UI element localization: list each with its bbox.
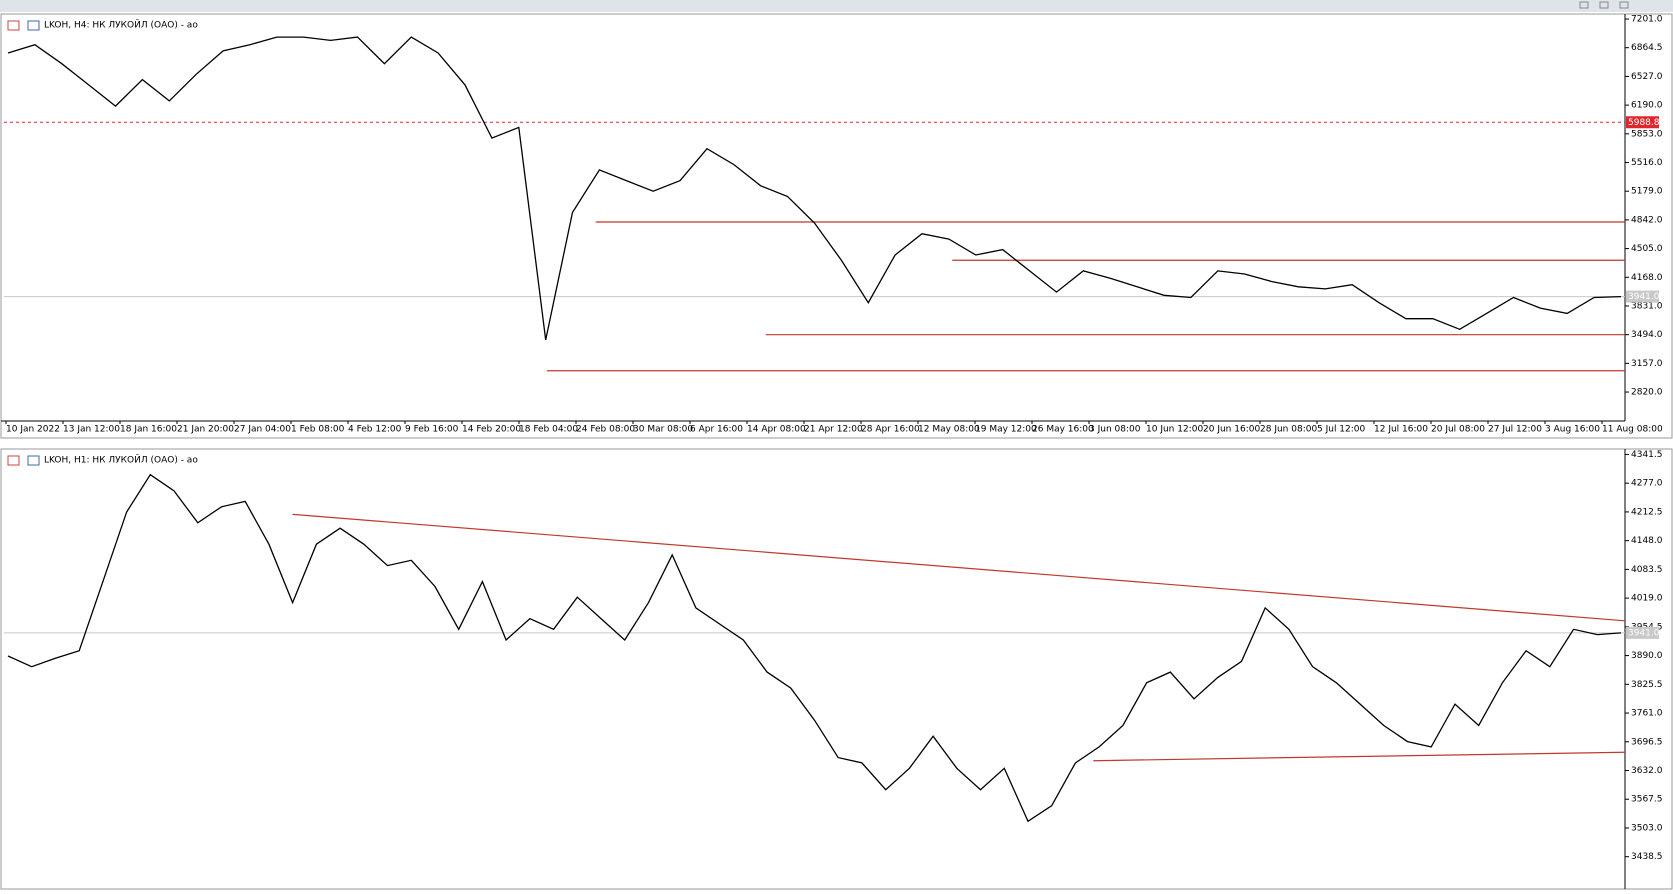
x-tick-label: 19 May 12:00 — [975, 425, 1037, 435]
x-tick-label: 9 Feb 16:00 — [405, 425, 459, 435]
y-tick-label: 4277.0 — [1631, 479, 1663, 489]
y-tick-label: 5853.0 — [1631, 129, 1663, 139]
pane-icon[interactable] — [7, 455, 20, 466]
y-tick-label: 3567.5 — [1631, 795, 1663, 805]
y-tick-label: 5179.0 — [1631, 187, 1663, 197]
y-tick-label: 4083.5 — [1631, 565, 1663, 575]
x-tick-label: 14 Apr 08:00 — [747, 425, 806, 435]
last-price-box — [1626, 626, 1659, 639]
pane-icon[interactable] — [7, 20, 20, 31]
x-tick-label: 27 Jul 12:00 — [1488, 425, 1542, 435]
x-tick-label: 3 Jun 08:00 — [1089, 425, 1141, 435]
last-price-label: 3941.0 — [1628, 292, 1660, 302]
window-button[interactable] — [1599, 1, 1609, 9]
x-tick-label: 5 Jul 12:00 — [1317, 425, 1366, 435]
y-tick-label: 3157.0 — [1631, 359, 1663, 369]
y-tick-label: 3503.0 — [1631, 823, 1663, 833]
x-tick-label: 6 Apr 16:00 — [690, 425, 743, 435]
y-tick-label: 4842.0 — [1631, 215, 1663, 225]
y-tick-label: 4341.5 — [1631, 450, 1663, 460]
y-tick-label: 4212.5 — [1631, 507, 1663, 517]
x-tick-label: 3 Aug 16:00 — [1545, 425, 1600, 435]
trend-line — [292, 513, 1626, 622]
y-tick-label: 3761.0 — [1631, 709, 1663, 719]
x-tick-label: 13 Jan 12:00 — [63, 425, 120, 435]
trend-line — [1093, 751, 1626, 762]
pane-icon[interactable] — [27, 455, 40, 466]
window-button[interactable] — [1619, 1, 1629, 9]
y-tick-label: 5516.0 — [1631, 158, 1663, 168]
y-tick-label: 4505.0 — [1631, 244, 1663, 254]
x-tick-label: 18 Feb 04:00 — [519, 425, 578, 435]
y-tick-label: 3825.5 — [1631, 680, 1663, 690]
x-tick-label: 20 Jun 16:00 — [1203, 425, 1260, 435]
window-bar — [0, 0, 1673, 12]
pane-frame — [0, 13, 1673, 439]
y-tick-label: 4148.0 — [1631, 536, 1663, 546]
x-tick-label: 20 Jul 08:00 — [1431, 425, 1485, 435]
pane-title: LKOH, H1: НК ЛУКОЙЛ (ОАО) - ao — [44, 454, 198, 466]
last-price-label: 3941.0 — [1628, 628, 1660, 638]
alert-label: 5988.8 — [1628, 118, 1660, 128]
pane-icon[interactable] — [27, 20, 40, 31]
x-tick-label: 28 Jun 08:00 — [1260, 425, 1317, 435]
x-tick-label: 21 Jan 20:00 — [177, 425, 234, 435]
price-line — [7, 473, 1622, 823]
x-tick-label: 10 Jan 2022 — [6, 425, 60, 435]
window-button[interactable] — [1579, 1, 1589, 9]
x-tick-label: 4 Feb 12:00 — [348, 425, 402, 435]
x-tick-label: 10 Jun 12:00 — [1146, 425, 1203, 435]
x-tick-label: 1 Feb 08:00 — [291, 425, 345, 435]
x-tick-label: 18 Jan 16:00 — [120, 425, 177, 435]
alert-label-box — [1626, 116, 1659, 129]
y-tick-label: 7201.0 — [1631, 15, 1663, 25]
y-tick-label: 3438.5 — [1631, 852, 1663, 862]
x-tick-label: 26 May 16:00 — [1032, 425, 1094, 435]
x-tick-label: 12 Jul 16:00 — [1374, 425, 1428, 435]
y-tick-label: 6864.5 — [1631, 43, 1663, 53]
y-tick-label: 2820.0 — [1631, 388, 1663, 398]
y-tick-label: 4019.0 — [1631, 594, 1663, 604]
x-tick-label: 11 Aug 08:00 — [1602, 425, 1663, 435]
y-tick-label: 3831.0 — [1631, 301, 1663, 311]
x-tick-label: 12 May 08:00 — [918, 425, 980, 435]
y-tick-label: 3696.5 — [1631, 737, 1663, 747]
y-tick-label: 3494.0 — [1631, 330, 1663, 340]
x-tick-label: 27 Jan 04:00 — [234, 425, 291, 435]
x-tick-label: 21 Apr 12:00 — [804, 425, 863, 435]
y-tick-label: 6190.0 — [1631, 101, 1663, 111]
x-tick-label: 30 Mar 08:00 — [633, 425, 693, 435]
x-tick-label: 28 Apr 16:00 — [861, 425, 920, 435]
x-tick-label: 14 Feb 20:00 — [462, 425, 521, 435]
y-tick-label: 3890.0 — [1631, 651, 1663, 661]
pane-frame — [0, 448, 1673, 890]
price-line — [7, 36, 1622, 341]
y-tick-label: 3632.0 — [1631, 766, 1663, 776]
y-tick-label: 4168.0 — [1631, 273, 1663, 283]
pane-title: LKOH, H4: НК ЛУКОЙЛ (ОАО) - ao — [44, 19, 198, 31]
last-price-box — [1626, 290, 1659, 303]
y-tick-label: 6527.0 — [1631, 72, 1663, 82]
x-tick-label: 24 Feb 08:00 — [576, 425, 635, 435]
